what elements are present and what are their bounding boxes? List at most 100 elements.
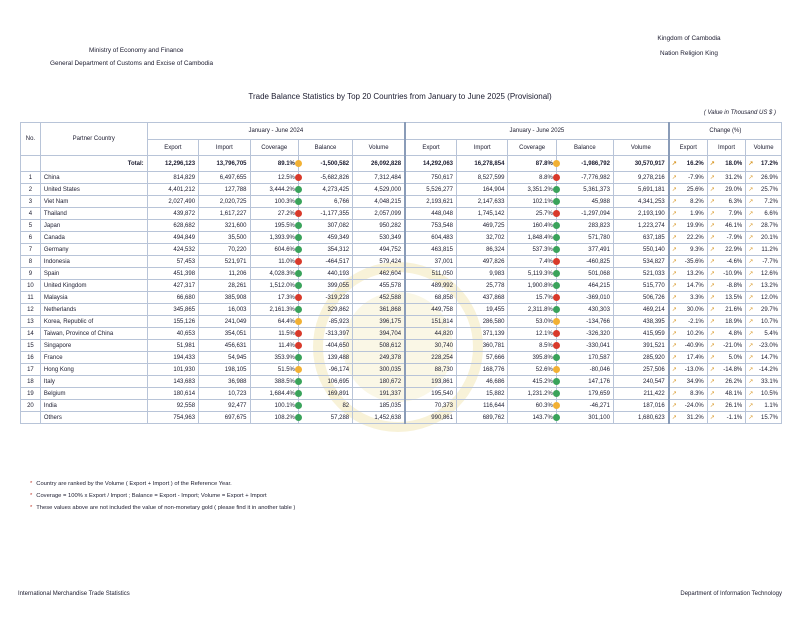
cell-2025-4-value: 4,341,253 xyxy=(638,199,665,205)
cell-2025-2-value: 415.2% xyxy=(532,379,552,385)
cell-2025-3-value: 377,491 xyxy=(588,247,610,253)
cell-2025-2-value: 143.7% xyxy=(532,415,552,421)
cell-2024-1: 241,049 xyxy=(199,316,250,328)
cell-2024-0: 427,317 xyxy=(147,280,198,292)
coverage-indicator-icon xyxy=(553,282,560,289)
cell-2024-0-value: 424,532 xyxy=(173,247,195,253)
cell-2025-0: 750,617 xyxy=(405,172,456,184)
cell-2024-3-value: 57,288 xyxy=(331,415,349,421)
country-name-value: Viet Nam xyxy=(44,199,69,205)
change-cell-1: 29.0% ↗ xyxy=(707,184,746,196)
row-number-value: 3 xyxy=(29,199,32,205)
cell-2025-3-value: 301,100 xyxy=(588,415,610,421)
change-cell-0-value: -40.9% xyxy=(685,343,704,349)
trend-arrow-icon: ↗ xyxy=(672,175,677,181)
cell-2025-4-value: 515,770 xyxy=(643,283,665,289)
total-2024-2: 89.1% xyxy=(250,156,298,172)
table-row: 14 Taiwan, Province of China 40,653 354,051… xyxy=(21,328,782,340)
cell-2025-4-value: 1,680,623 xyxy=(638,415,665,421)
cell-2025-2-value: 12.1% xyxy=(536,331,553,337)
row-number: 17 xyxy=(21,364,41,376)
country-name-value: Canada xyxy=(44,235,65,241)
country-name-value: Malaysia xyxy=(44,295,68,301)
change-cell-2: 7.2% ↗ xyxy=(746,196,782,208)
change-cell-1-value: -4.6% xyxy=(727,259,743,265)
change-cell-0: -24.0% ↗ xyxy=(669,400,708,412)
cell-2024-3-value: -96,174 xyxy=(329,367,349,373)
cell-2024-4-value: 462,604 xyxy=(379,271,401,277)
cell-2024-0: 4,401,212 xyxy=(147,184,198,196)
change-cell-1-value: 18.0% xyxy=(725,161,742,167)
cell-2024-1-value: 54,945 xyxy=(228,355,246,361)
cell-2025-0: 511,050 xyxy=(405,268,456,280)
row-number-value: 18 xyxy=(27,379,34,385)
cell-2025-1: 15,882 xyxy=(457,388,508,400)
cell-2025-4: 506,726 xyxy=(613,292,668,304)
cell-2024-0: 194,433 xyxy=(147,352,198,364)
kingdom-name: Kingdom of Cambodia xyxy=(654,32,724,45)
coverage-indicator-icon xyxy=(295,174,302,181)
coverage-indicator-icon xyxy=(295,330,302,337)
cell-2024-2: 64.4% xyxy=(250,316,298,328)
cell-2025-3-value: -80,046 xyxy=(590,367,610,373)
trend-arrow-icon: ↗ xyxy=(672,379,677,385)
cell-2025-4: 5,691,181 xyxy=(613,184,668,196)
cell-2024-1: 16,003 xyxy=(199,304,250,316)
cell-2024-0-value: 40,653 xyxy=(177,331,195,337)
coverage-indicator-icon xyxy=(553,402,560,409)
cell-2025-0-value: 228,254 xyxy=(431,355,453,361)
cell-2025-0-value: 151,814 xyxy=(431,319,453,325)
cell-2024-4: 394,704 xyxy=(353,328,405,340)
cell-2025-1-value: 437,868 xyxy=(483,295,505,301)
cell-2025-2-value: 53.0% xyxy=(536,319,553,325)
cell-2024-2-value: 1,684.4% xyxy=(270,391,295,397)
cell-2025-0: 195,540 xyxy=(405,388,456,400)
change-cell-2-value: 33.1% xyxy=(761,379,778,385)
cell-2025-0-value: 2,193,621 xyxy=(426,199,453,205)
cell-2025-1-value: 8,527,599 xyxy=(478,175,505,181)
change-cell-1-value: 26.2% xyxy=(725,379,742,385)
row-number: 3 xyxy=(21,196,41,208)
country-name: Belgium xyxy=(40,388,147,400)
coverage-indicator-icon xyxy=(553,354,560,361)
cell-2025-1: 8,527,599 xyxy=(457,172,508,184)
cell-2024-1-value: 16,003 xyxy=(228,307,246,313)
cell-2024-3-value: 169,891 xyxy=(327,391,349,397)
change-cell-2: 10.7% ↗ xyxy=(746,316,782,328)
row-number: 1 xyxy=(21,172,41,184)
cell-2024-4: 4,048,215 xyxy=(353,196,405,208)
change-cell-0-value: 8.3% xyxy=(690,391,704,397)
subheader-sub_b-0: Export xyxy=(405,140,456,156)
cell-2025-0-value: 68,858 xyxy=(435,295,453,301)
cell-2024-2-value: 100.1% xyxy=(275,403,295,409)
trend-arrow-icon: ↗ xyxy=(748,355,753,361)
change-cell-2-value: 13.2% xyxy=(761,283,778,289)
change-cell-0-value: 16.2% xyxy=(687,161,704,167)
cell-2025-1: 437,868 xyxy=(457,292,508,304)
cell-2024-3-value: 6,766 xyxy=(334,199,349,205)
subheader-sub_a-0: Export xyxy=(147,140,198,156)
kingdom-header: Kingdom of Cambodia Nation Religion King xyxy=(654,32,724,60)
cell-2025-3: -7,776,982 xyxy=(556,172,613,184)
change-cell-2-value: 12.6% xyxy=(761,271,778,277)
cell-2025-1-value: 371,139 xyxy=(483,331,505,337)
change-cell-0-value: 17.4% xyxy=(687,355,704,361)
change-cell-1: -1.1% ↗ xyxy=(707,412,746,424)
coverage-indicator-icon xyxy=(295,270,302,277)
cell-2025-3: 147,176 xyxy=(556,376,613,388)
country-name: France xyxy=(40,352,147,364)
cell-2024-3: -313,397 xyxy=(298,328,352,340)
cell-2024-0-value: 494,849 xyxy=(173,235,195,241)
row-number: 18 xyxy=(21,376,41,388)
cell-2024-0-value: 51,981 xyxy=(177,343,195,349)
trend-arrow-icon: ↗ xyxy=(672,259,677,265)
change-cell-1-value: 29.0% xyxy=(725,187,742,193)
change-cell-1-value: 46.1% xyxy=(725,223,742,229)
row-number-value: 19 xyxy=(27,391,34,397)
cell-2024-4: 579,424 xyxy=(353,256,405,268)
change-cell-1: 5.0% ↗ xyxy=(707,352,746,364)
trend-arrow-icon: ↗ xyxy=(748,379,753,385)
cell-2025-0: 88,730 xyxy=(405,364,456,376)
change-cell-0: 30.0% ↗ xyxy=(669,304,708,316)
cell-2024-3: 399,055 xyxy=(298,280,352,292)
